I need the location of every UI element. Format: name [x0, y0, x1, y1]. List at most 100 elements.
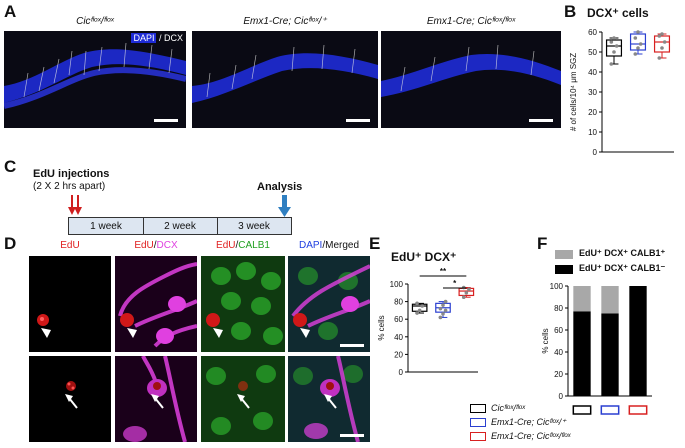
data-point — [417, 308, 422, 313]
panel-label-d: D — [4, 234, 17, 253]
significance-label-1-3: ** — [440, 267, 447, 276]
d-col-calb-sep: / — [235, 240, 239, 251]
data-point — [438, 306, 443, 311]
d-col-edu: EdU — [60, 240, 80, 251]
panel-label-b: B — [564, 2, 577, 21]
data-point — [441, 312, 445, 316]
timeline-week-1: 1 week — [69, 218, 144, 234]
data-point — [636, 30, 640, 34]
stacked-bar-segment — [573, 286, 591, 312]
y-tick-label: 60 — [554, 326, 563, 335]
y-tick-label: 80 — [394, 298, 403, 307]
data-point — [614, 44, 619, 48]
legend-box-control — [470, 403, 486, 413]
legend-item-cko: Emx1-Cre; Cicᶠˡᵒˣ/ᶠˡᵒˣ — [470, 431, 571, 441]
y-tick-label: 80 — [554, 304, 563, 313]
d-col-merge-b: Merged — [325, 240, 360, 251]
legend-label-calb1-neg: EdU⁺ DCX⁺ CALB1⁻ — [579, 263, 666, 273]
y-tick-label: 60 — [394, 315, 403, 324]
genotype-title-1: Cicᶠˡᵒˣ/ᶠˡᵒˣ — [76, 16, 114, 27]
stain-legend: DAPI / DCX — [131, 33, 183, 43]
panel-label-e: E — [369, 234, 381, 253]
stacked-bar-segment — [573, 311, 591, 396]
timeline-bar: 1 week 2 week 3 week — [68, 217, 292, 235]
panel-label-c: C — [4, 157, 17, 176]
stain-dcx: DCX — [163, 33, 183, 43]
y-tick-label: 0 — [559, 392, 564, 401]
data-point — [657, 34, 662, 38]
data-point — [633, 36, 638, 40]
d-col-merge-a: DAPI — [298, 240, 323, 251]
data-point — [612, 50, 616, 54]
y-tick-label: 0 — [593, 148, 598, 157]
injection-sub: (2 X 2 hrs apart) — [33, 181, 106, 192]
legend-label-het: Emx1-Cre; Cicᶠˡᵒˣ/⁺ — [491, 417, 567, 427]
stain-sep: / — [156, 33, 164, 43]
y-tick-label: 100 — [550, 282, 564, 291]
x-category-box — [572, 405, 592, 415]
timeline-week-3: 3 week — [238, 220, 270, 232]
data-point — [441, 303, 445, 307]
data-point — [443, 308, 448, 313]
y-tick-label: 50 — [588, 48, 597, 57]
genotype-title-3: Emx1-Cre; Cicᶠˡᵒˣ/ᶠˡᵒˣ — [426, 16, 516, 27]
legend-item-control: Cicᶠˡᵒˣ/ᶠˡᵒˣ — [470, 403, 525, 413]
y-tick-label: 20 — [588, 108, 597, 117]
y-tick-label: 40 — [588, 68, 597, 77]
d-r2-edu-dcx — [115, 356, 197, 442]
micrograph-dentate-gyrus-control: DAPI / DCX — [4, 31, 186, 128]
box-iqr — [653, 35, 671, 53]
data-point — [443, 299, 448, 304]
data-point — [420, 304, 425, 308]
legend-label-cko: Emx1-Cre; Cicᶠˡᵒˣ/ᶠˡᵒˣ — [491, 431, 571, 441]
micrograph-dentate-gyrus-cko — [381, 31, 561, 128]
stacked-bar-segment — [601, 286, 619, 314]
data-point — [467, 287, 471, 292]
panel-label-a: A — [4, 2, 17, 21]
timeline-arrows — [68, 195, 291, 217]
data-point — [415, 311, 419, 315]
x-category-box — [600, 405, 620, 415]
d-col-edu-calb1: EdU/CALB1 — [201, 240, 285, 251]
injection-title: EdU injections — [33, 168, 110, 180]
analysis-arrow — [278, 195, 291, 217]
legend-box-het — [470, 418, 486, 427]
y-axis-label: # of cells/10⁴ μm SGZ — [569, 53, 578, 131]
y-tick-label: 20 — [394, 350, 403, 359]
d-col-calb-b: CALB1 — [238, 240, 270, 251]
data-point — [662, 40, 667, 44]
y-tick-label: 30 — [588, 88, 597, 97]
y-tick-label: 100 — [390, 280, 404, 289]
chart-b-title: DCX⁺ cells — [587, 6, 649, 20]
box-iqr — [605, 39, 623, 57]
d-r2-edu — [29, 356, 111, 442]
data-point — [633, 52, 638, 56]
y-tick-label: 40 — [394, 333, 403, 342]
legend-label-calb1-pos: EdU⁺ DCX⁺ CALB1⁺ — [579, 248, 666, 258]
data-point — [438, 315, 443, 320]
d-r1-edu-dcx — [115, 256, 197, 352]
chart-b-dcx-cells: 0 10 20 30 40 50 60 # of cells/10⁴ μm SGZ — [569, 28, 674, 157]
d-col-dcx-a: EdU — [134, 240, 154, 251]
d-col-edu-dcx: EdU/DCX — [115, 240, 197, 251]
d-r2-edu-calb1 — [201, 356, 285, 442]
chart-f-stacked: 0 20 40 60 80 100 % cells — [541, 282, 652, 415]
injection-arrow-1 — [68, 195, 76, 215]
d-r2-merged — [288, 356, 370, 442]
legend-label-control: Cicᶠˡᵒˣ/ᶠˡᵒˣ — [491, 403, 526, 413]
d-col-merged: DAPI/Merged — [288, 240, 370, 251]
y-tick-label: 10 — [588, 128, 597, 137]
y-tick-label: 60 — [588, 28, 597, 37]
data-point — [657, 56, 662, 60]
analysis-label: Analysis — [257, 181, 303, 193]
d-col-merge-sep: / — [322, 240, 326, 251]
data-point — [660, 32, 664, 36]
legend-swatch-calb1-neg — [555, 265, 573, 274]
y-axis-label: % cells — [377, 315, 386, 340]
chart-e-title: EdU⁺ DCX⁺ — [391, 250, 457, 264]
data-point — [612, 36, 616, 40]
data-point — [415, 301, 419, 306]
d-r1-edu-calb1 — [201, 256, 285, 352]
genotype-title-2: Emx1-Cre; Cicᶠˡᵒˣ/⁺ — [243, 16, 327, 27]
